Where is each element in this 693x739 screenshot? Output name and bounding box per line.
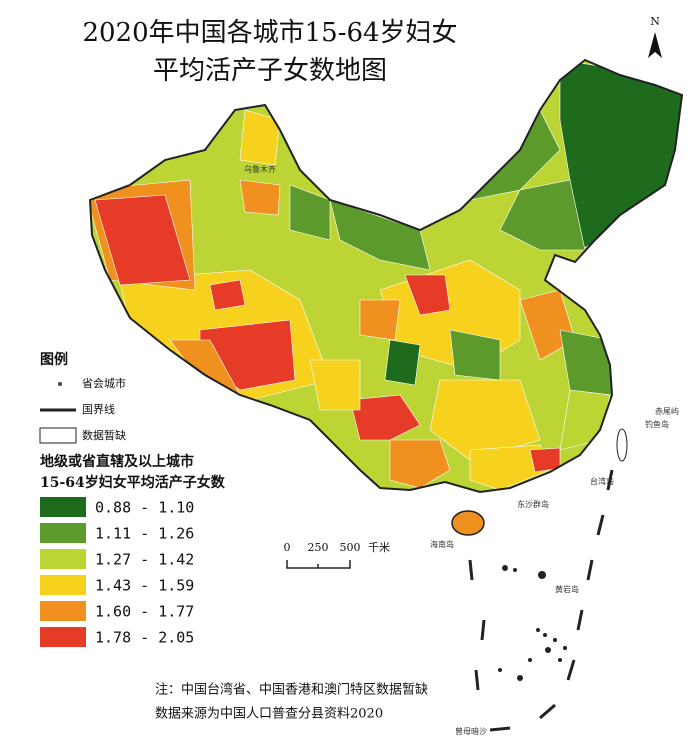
legend-class: 1.11 - 1.26 xyxy=(95,525,194,543)
islands xyxy=(498,565,567,681)
scale-label: 0 xyxy=(284,541,291,554)
title: 2020年中国各城市15-64岁妇女 xyxy=(82,18,457,48)
place-labels: 乌鲁木齐 台湾岛 海南岛 东沙群岛 钓鱼岛 赤尾屿 黄岩岛 曾母暗沙 xyxy=(244,164,679,736)
place-label: 海南岛 xyxy=(430,539,454,549)
capital-symbol xyxy=(58,382,62,386)
legend-title: 图例 xyxy=(40,351,68,368)
region xyxy=(349,394,421,441)
legend-class: 0.88 - 1.10 xyxy=(95,499,194,517)
legend: 图例 省会城市 国界线 数据暂缺 地级或省直辖及以上城市 15-64岁妇女平均活… xyxy=(39,351,226,647)
region xyxy=(404,274,451,316)
legend-class: 1.78 - 2.05 xyxy=(95,629,194,647)
region xyxy=(499,179,586,251)
region xyxy=(559,60,682,251)
legend-class: 1.43 - 1.59 xyxy=(95,577,194,595)
north-arrow xyxy=(648,32,662,58)
legend-heading: 15-64岁妇女平均活产子女数 xyxy=(40,474,226,491)
region xyxy=(469,444,551,491)
title: 平均活产子女数地图 xyxy=(153,56,387,86)
legend-swatch xyxy=(40,601,86,621)
legend-symbol: 省会城市 xyxy=(82,376,126,390)
region xyxy=(384,339,421,386)
place-label: 台湾岛 xyxy=(590,476,614,486)
legend-class: 1.60 - 1.77 xyxy=(95,603,194,621)
scale-bar: 0 250 500 千米 xyxy=(284,541,390,569)
legend-symbol: 数据暂缺 xyxy=(82,428,126,442)
region xyxy=(309,359,361,411)
region xyxy=(239,109,281,166)
region xyxy=(289,184,331,241)
region xyxy=(94,194,191,286)
legend-symbol: 国界线 xyxy=(82,402,115,416)
place-label: 黄岩岛 xyxy=(555,584,579,594)
taiwan-island xyxy=(616,428,628,462)
place-label: 乌鲁木齐 xyxy=(244,164,276,174)
legend-swatch xyxy=(40,575,86,595)
sea-boundary xyxy=(468,469,614,732)
nodata-symbol xyxy=(39,427,77,444)
note: 注：中国台湾省、中国香港和澳门特区数据暂缺 xyxy=(155,682,428,698)
scale-label: 250 xyxy=(308,541,329,554)
region xyxy=(239,179,281,216)
region xyxy=(209,279,246,311)
region xyxy=(359,299,401,341)
region xyxy=(389,439,451,489)
legend-class: 1.27 - 1.42 xyxy=(95,551,194,569)
legend-swatch xyxy=(40,497,86,517)
legend-swatch xyxy=(40,549,86,569)
legend-swatch xyxy=(40,523,86,543)
place-label: 赤尾屿 xyxy=(655,407,679,416)
north-label: N xyxy=(650,15,660,28)
hainan-island xyxy=(451,510,485,536)
place-label: 曾母暗沙 xyxy=(455,726,487,736)
scale-label: 500 xyxy=(340,541,361,554)
note: 数据来源为中国人口普查分县资料2020 xyxy=(155,707,383,722)
place-label: 东沙群岛 xyxy=(517,499,549,509)
legend-heading: 地级或省直辖及以上城市 xyxy=(40,453,194,470)
scale-unit: 千米 xyxy=(368,541,390,554)
legend-swatch xyxy=(40,627,86,647)
place-label: 钓鱼岛 xyxy=(645,419,669,429)
